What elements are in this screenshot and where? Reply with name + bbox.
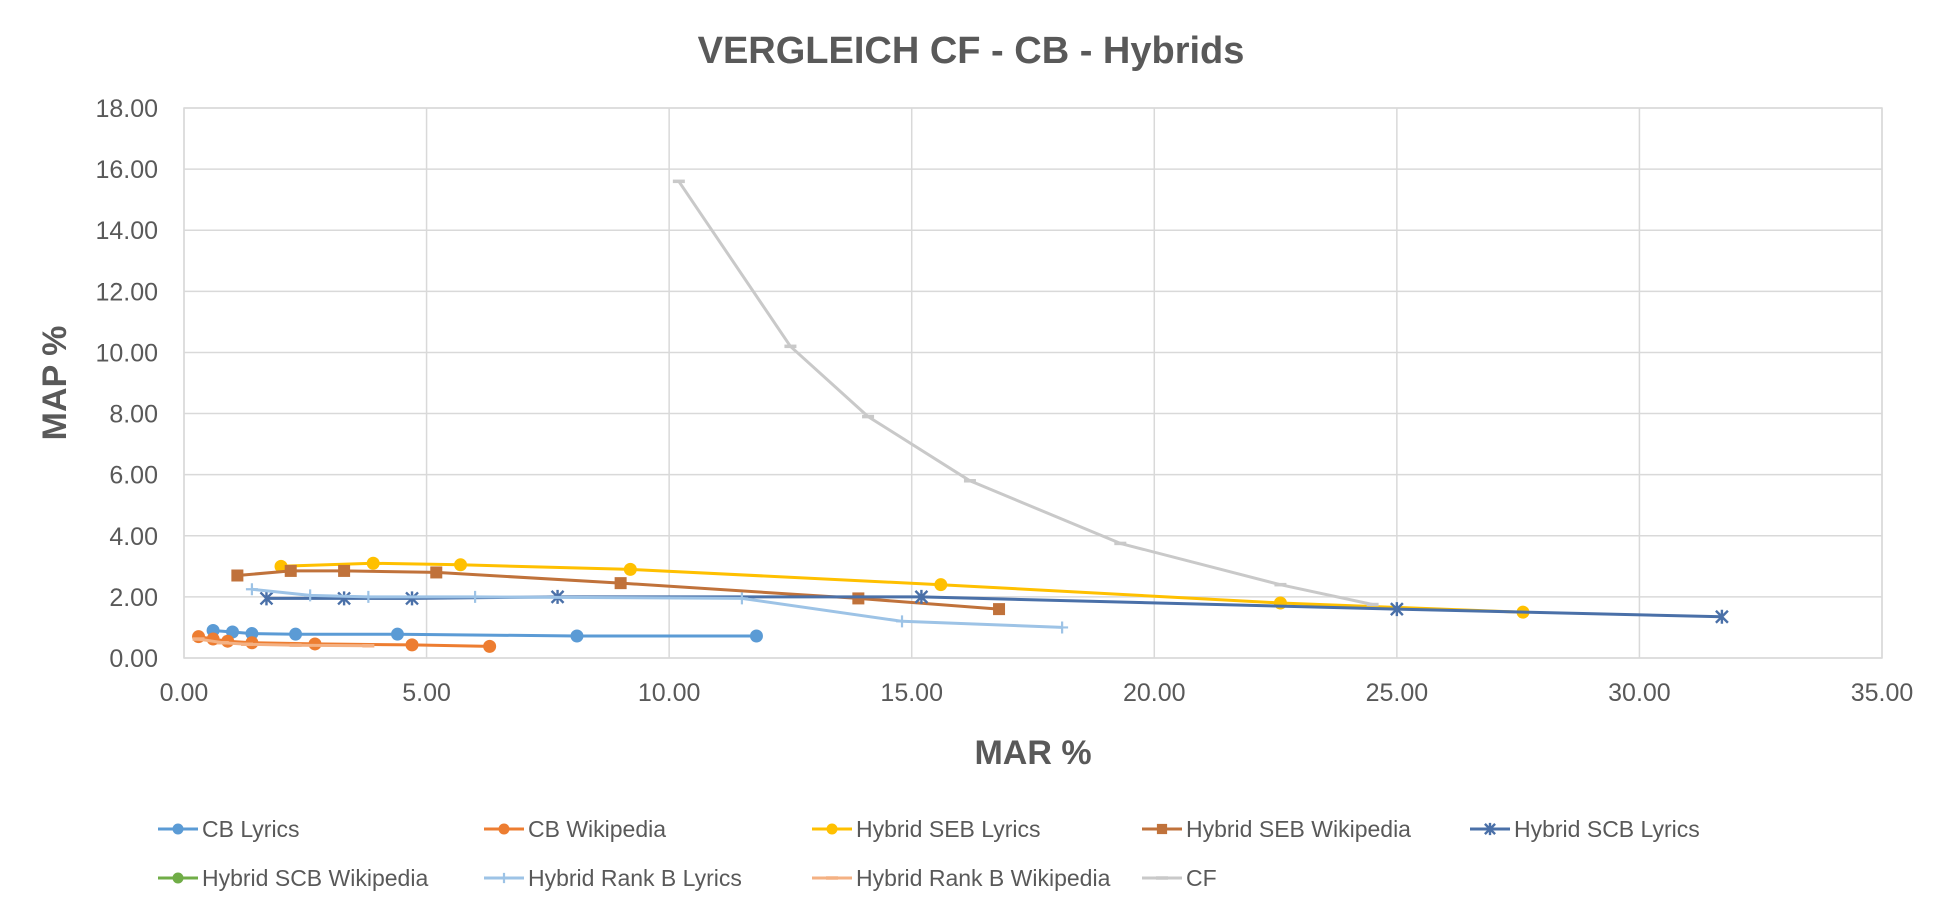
data-point [1484, 822, 1496, 836]
y-tick-label: 4.00 [109, 523, 158, 551]
x-tick-label: 25.00 [1366, 679, 1429, 707]
data-point [914, 589, 929, 604]
y-tick-label: 12.00 [95, 278, 158, 306]
data-point [896, 615, 909, 628]
series-line [251, 587, 1063, 629]
data-point [826, 823, 838, 835]
legend-item: Hybrid SCB Wikipedia [158, 865, 428, 891]
data-point [245, 627, 259, 641]
series-3 [231, 564, 1006, 616]
data-point [390, 627, 404, 641]
legend: CB Lyrics CB Wikipedia Hybrid SEB Lyrics Hy… [158, 816, 1700, 891]
x-tick-label: 5.00 [402, 679, 451, 707]
data-point [366, 556, 380, 570]
y-tick-label: 16.00 [95, 156, 158, 184]
legend-item: CB Lyrics [158, 816, 300, 842]
legend-item: Hybrid SEB Lyrics [812, 816, 1040, 842]
series-line [280, 561, 1524, 614]
legend-item: Hybrid Rank B Wikipedia [812, 865, 1111, 891]
data-point [469, 590, 482, 603]
y-tick-labels: 0.00 2.00 4.00 6.00 8.00 10.00 12.00 14.00 16.00… [95, 95, 158, 673]
data-point [1056, 621, 1069, 634]
legend-label: Hybrid Rank B Wikipedia [856, 865, 1111, 891]
data-point [405, 591, 419, 606]
data-point [623, 562, 637, 576]
x-tick-label: 0.00 [160, 679, 209, 707]
series-line [677, 180, 1373, 606]
x-tick-label: 20.00 [1123, 679, 1186, 707]
data-point [289, 627, 303, 641]
series-7 [192, 637, 375, 648]
x-axis-label: MAR % [974, 734, 1091, 772]
legend-label: Hybrid SEB Wikipedia [1186, 816, 1411, 842]
data-point [993, 603, 1006, 616]
legend-item: CB Wikipedia [484, 816, 666, 842]
x-tick-labels: 0.00 5.00 10.00 15.00 20.00 25.00 30.00 35.00 [160, 679, 1914, 707]
data-point [498, 823, 510, 835]
data-point [259, 591, 274, 606]
data-point [735, 592, 748, 605]
chart-title: VERGLEICH CF - CB - Hybrids [698, 30, 1245, 72]
data-point [231, 569, 244, 582]
data-point [454, 558, 468, 572]
legend-label: Hybrid SEB Lyrics [856, 816, 1040, 842]
y-tick-label: 2.00 [109, 584, 158, 612]
legend-label: CB Wikipedia [528, 816, 666, 842]
data-point [1715, 609, 1729, 624]
x-tick-label: 30.00 [1608, 679, 1671, 707]
series-8 [672, 179, 1379, 607]
y-axis-label: MAP % [36, 326, 74, 441]
legend-item: CF [1142, 865, 1217, 891]
legend-label: Hybrid SCB Wikipedia [202, 865, 428, 891]
series-0 [206, 624, 763, 643]
data-point [1156, 823, 1168, 835]
data-point [483, 639, 497, 653]
data-point [304, 589, 317, 602]
data-point [498, 872, 510, 884]
y-tick-label: 6.00 [109, 462, 158, 490]
y-tick-label: 8.00 [109, 401, 158, 429]
y-tick-label: 18.00 [95, 95, 158, 123]
plot-area [183, 107, 1883, 659]
data-point [749, 629, 763, 643]
data-point [934, 578, 948, 592]
series-line [237, 569, 1000, 611]
data-point [430, 566, 443, 579]
legend-label: CF [1186, 865, 1217, 891]
data-point [284, 564, 297, 577]
series-6 [245, 583, 1069, 634]
series-lines [192, 179, 1729, 653]
data-point [338, 564, 351, 577]
data-point [337, 591, 351, 606]
data-point [405, 638, 419, 652]
y-tick-label: 0.00 [109, 645, 158, 673]
x-tick-label: 10.00 [638, 679, 701, 707]
legend-item: Hybrid SEB Wikipedia [1142, 816, 1411, 842]
x-tick-label: 15.00 [880, 679, 943, 707]
data-point [362, 590, 375, 603]
data-point [614, 577, 627, 590]
x-tick-label: 35.00 [1851, 679, 1914, 707]
data-point [570, 629, 584, 643]
legend-label: CB Lyrics [202, 816, 300, 842]
legend-label: Hybrid Rank B Lyrics [528, 865, 742, 891]
data-point [172, 823, 184, 835]
data-point [1390, 602, 1404, 617]
legend-item: Hybrid SCB Lyrics [1470, 816, 1700, 842]
data-point [852, 592, 865, 605]
series-2 [274, 556, 1530, 619]
y-tick-label: 10.00 [95, 339, 158, 367]
legend-label: Hybrid SCB Lyrics [1514, 816, 1700, 842]
legend-item: Hybrid Rank B Lyrics [484, 865, 742, 891]
data-point [245, 583, 258, 596]
data-point [172, 872, 184, 884]
data-point [274, 559, 288, 573]
y-tick-label: 14.00 [95, 217, 158, 245]
